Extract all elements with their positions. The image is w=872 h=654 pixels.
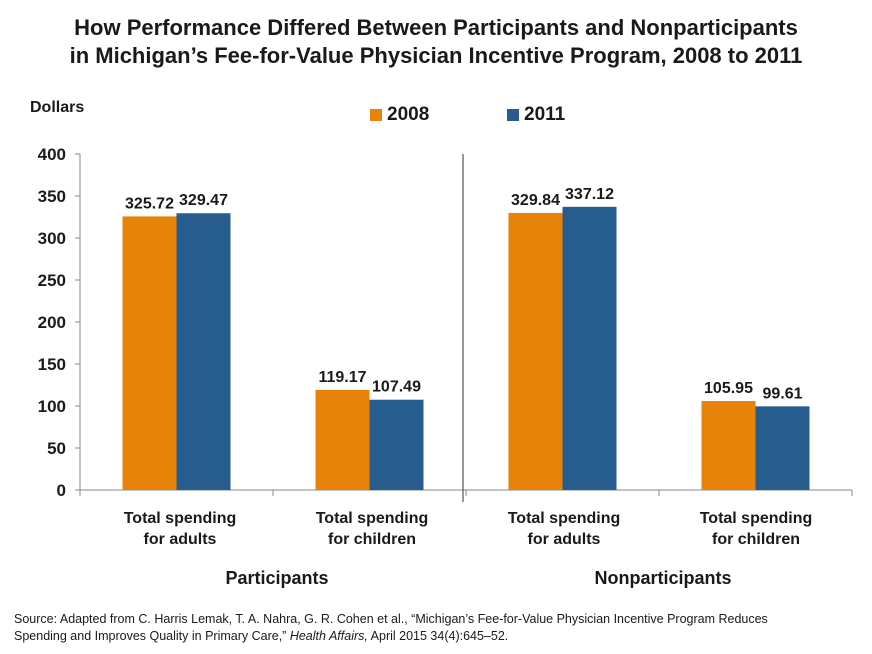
bar-2011-3 (562, 206, 617, 490)
data-label-2011-2: 107.49 (372, 379, 421, 396)
source-line-2: Spending and Improves Quality in Primary… (14, 629, 509, 643)
y-tick-label-400: 400 (38, 145, 66, 164)
chart-title-line-2: in Michigan’s Fee-for-Value Physician In… (69, 43, 803, 68)
data-label-2008-1: 325.72 (125, 195, 174, 212)
legend-item-2011: 2011 (507, 104, 565, 126)
data-label-2008-4: 105.95 (704, 380, 753, 397)
y-tick-label-250: 250 (38, 271, 66, 290)
source-note: Source: Adapted from C. Harris Lemak, T.… (14, 611, 864, 645)
y-tick-label-350: 350 (38, 187, 66, 206)
category-label-1: Total spending for adults (123, 510, 237, 548)
category-label-4: Total spending for children (699, 510, 813, 548)
group-label-nonparticipants: Nonparticipants (594, 568, 732, 588)
data-label-2008-2: 119.17 (318, 369, 366, 386)
y-tick-label-150: 150 (38, 355, 66, 374)
data-label-2011-1: 329.47 (179, 192, 228, 209)
data-label-2008-3: 329.84 (511, 192, 560, 209)
bar-2008-4 (701, 401, 756, 490)
group-label-participants: Participants (225, 568, 329, 588)
data-label-2011-3: 337.12 (565, 186, 614, 203)
category-label-3: Total spending for adults (507, 510, 621, 548)
bar-2011-1 (176, 213, 231, 491)
y-tick-label-50: 50 (47, 439, 66, 458)
data-label-2011-4: 99.61 (762, 385, 802, 402)
source-journal: Health Affairs, (289, 629, 368, 643)
y-tick-label-0: 0 (57, 481, 66, 500)
y-tick-label-300: 300 (38, 229, 66, 248)
bar-2008-3 (508, 212, 563, 491)
bar-2011-2 (369, 399, 424, 490)
legend-swatch-2008 (370, 109, 382, 121)
chart-title: How Performance Differed Between Partici… (0, 14, 872, 70)
bar-2008-2 (315, 389, 370, 490)
legend-label-2008: 2008 (387, 104, 430, 125)
source-line-1: Source: Adapted from C. Harris Lemak, T.… (14, 612, 768, 626)
y-tick-label-100: 100 (38, 397, 66, 416)
category-label-2: Total spending for children (315, 510, 429, 548)
bar-2008-1 (122, 216, 177, 490)
legend-item-2008: 2008 (370, 104, 429, 126)
legend-swatch-2011 (507, 109, 519, 121)
y-tick-label-200: 200 (38, 313, 66, 332)
chart-title-line-1: How Performance Differed Between Partici… (74, 15, 798, 40)
legend-label-2011: 2011 (524, 104, 566, 125)
bar-2011-4 (755, 406, 810, 490)
legend: 2008 2011 (0, 104, 872, 128)
y-axis-unit-label: Dollars (30, 99, 85, 116)
